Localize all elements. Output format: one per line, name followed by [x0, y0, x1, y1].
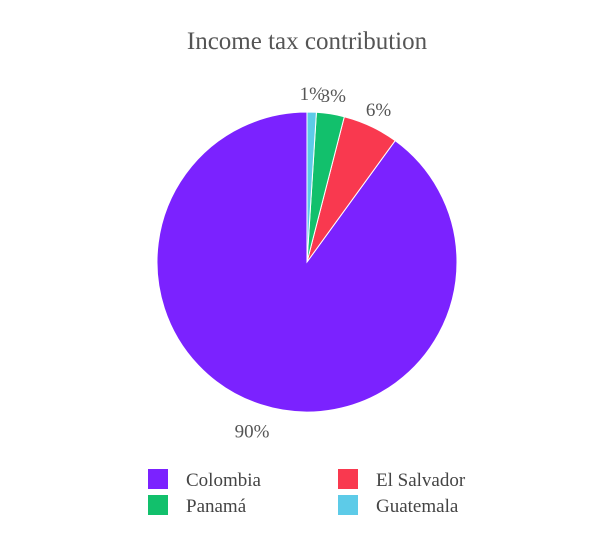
slice-label-guatemala: 1% — [300, 84, 326, 105]
legend-label: El Salvador — [376, 470, 466, 491]
pie-slices — [156, 111, 458, 413]
legend-item-el-salvador[interactable]: El Salvador — [338, 469, 466, 491]
slice-label-panama: 3% — [321, 86, 347, 107]
slice-label-colombia: 90% — [235, 421, 270, 442]
legend-label: Colombia — [186, 470, 262, 491]
legend-item-panama[interactable]: Panamá — [148, 495, 247, 517]
pie-slice-guatemala — [306, 111, 317, 263]
slice-label-el-salvador: 6% — [366, 100, 392, 121]
slice-labels: 90% 6% 3%1% — [235, 84, 392, 442]
legend-swatch — [338, 469, 358, 489]
legend-item-guatemala[interactable]: Guatemala — [338, 495, 459, 517]
legend-swatch — [338, 495, 358, 515]
legend: Colombia El Salvador Panamá Guatemala — [148, 469, 466, 517]
legend-swatch — [148, 469, 168, 489]
legend-label: Panamá — [186, 496, 247, 517]
legend-swatch — [148, 495, 168, 515]
chart-title: Income tax contribution — [187, 28, 428, 55]
legend-item-colombia[interactable]: Colombia — [148, 469, 262, 491]
legend-label: Guatemala — [376, 496, 459, 517]
